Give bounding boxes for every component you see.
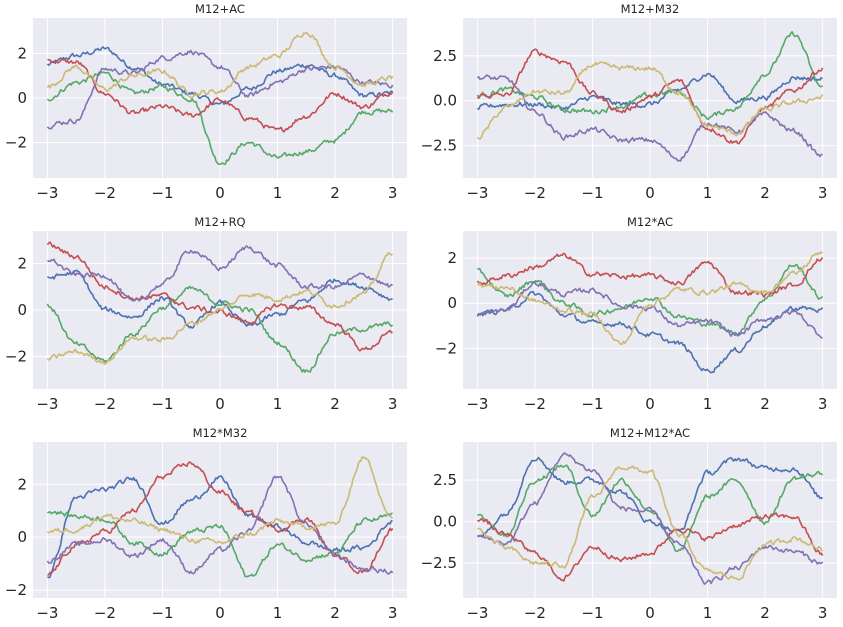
x-tick-label: −1 [581, 604, 603, 622]
series-line-1 [46, 46, 393, 106]
subplot-3: M12+RQ −3 −2 −1 0 1 2 3 −2 0 2 [5, 215, 407, 413]
x-tick-label: −2 [94, 184, 116, 202]
subplot-2: M12+M32 −3 −2 −1 0 1 2 3 −2.5 0.0 2.5 [421, 2, 837, 202]
x-tick-label: 3 [818, 604, 828, 622]
x-tick-label: −2 [94, 395, 116, 413]
series-line-3 [47, 461, 394, 576]
series-line-5 [46, 31, 394, 99]
x-tick-label: 2 [330, 604, 340, 622]
x-tick-label: −2 [94, 604, 116, 622]
y-tick-label: 2.5 [433, 471, 457, 489]
x-tick-label: 0 [645, 395, 655, 413]
series-line-1 [476, 72, 823, 111]
x-tick-label: 1 [703, 184, 713, 202]
x-tick-label: 1 [703, 395, 713, 413]
y-tick-label: 0 [17, 301, 27, 319]
series-line-3 [476, 512, 824, 582]
subplot-title: M12+RQ [194, 215, 245, 229]
y-tick-label: −2.5 [421, 554, 457, 572]
x-tick-label: 2 [330, 395, 340, 413]
series-line-1 [46, 475, 393, 579]
x-tick-label: −3 [36, 184, 58, 202]
x-tick-label: 3 [388, 395, 398, 413]
x-tick-label: −3 [36, 604, 58, 622]
x-tick-label: −1 [151, 395, 173, 413]
x-tick-label: 3 [388, 604, 398, 622]
x-tick-label: −1 [151, 604, 173, 622]
series-line-1 [476, 290, 824, 374]
x-tick-label: 2 [760, 395, 770, 413]
series-line-2 [46, 71, 394, 165]
subplot-title: M12*AC [627, 215, 673, 229]
y-tick-label: 0.0 [433, 92, 457, 110]
y-tick-label: 0 [447, 294, 457, 312]
subplot-title: M12*M32 [193, 426, 248, 440]
y-tick-label: −2 [5, 133, 27, 151]
subplot-title: M12+M32 [621, 2, 680, 16]
x-tick-label: −3 [36, 395, 58, 413]
x-tick-label: 0 [645, 184, 655, 202]
y-tick-label: 2 [447, 249, 457, 267]
x-tick-label: −3 [466, 395, 488, 413]
series-line-5 [476, 61, 824, 140]
subplot-4: M12*AC −3 −2 −1 0 1 2 3 −2 0 2 [435, 215, 837, 413]
series-line-1 [46, 269, 393, 329]
x-tick-label: −2 [524, 184, 546, 202]
y-tick-label: −2 [5, 581, 27, 599]
x-tick-label: 1 [703, 604, 713, 622]
series-line-2 [46, 285, 394, 373]
y-tick-label: 2 [17, 255, 27, 273]
x-tick-label: −1 [581, 184, 603, 202]
x-tick-label: 2 [330, 184, 340, 202]
series-line-4 [46, 49, 394, 130]
x-tick-label: −1 [581, 395, 603, 413]
x-tick-label: −3 [466, 184, 488, 202]
x-tick-label: −1 [151, 184, 173, 202]
series-line-4 [46, 475, 394, 575]
x-tick-label: 3 [818, 395, 828, 413]
y-tick-label: 2 [17, 45, 27, 63]
x-tick-label: 2 [760, 184, 770, 202]
series-line-2 [477, 464, 824, 553]
x-tick-label: 3 [388, 184, 398, 202]
subplot-title: M12+AC [195, 2, 245, 16]
y-tick-label: −2 [5, 347, 27, 365]
y-tick-label: 0 [17, 89, 27, 107]
series-line-4 [477, 280, 823, 339]
y-tick-label: 0.0 [433, 513, 457, 531]
y-tick-label: 2 [17, 475, 27, 493]
x-tick-label: 1 [273, 604, 283, 622]
x-tick-label: −3 [466, 604, 488, 622]
series-line-4 [477, 452, 824, 585]
x-tick-label: 1 [273, 184, 283, 202]
y-tick-label: 0 [17, 528, 27, 546]
subplot-title: M12+M12*AC [610, 426, 690, 440]
subplot-1: M12+AC −3 −2 −1 0 1 2 3 −2 0 2 [5, 2, 407, 202]
series-line-1 [477, 456, 824, 538]
series-line-3 [47, 58, 394, 133]
series-line-5 [477, 465, 824, 581]
series-line-4 [46, 245, 393, 302]
x-tick-label: 1 [273, 395, 283, 413]
x-tick-label: 0 [215, 604, 225, 622]
subplot-6: M12+M12*AC −3 −2 −1 0 1 2 3 −2.5 0.0 2.5 [421, 426, 837, 622]
x-tick-label: 2 [760, 604, 770, 622]
x-tick-label: 3 [818, 184, 828, 202]
series-line-3 [476, 252, 824, 299]
y-tick-label: −2.5 [421, 137, 457, 155]
series-line-5 [46, 456, 394, 545]
series-line-4 [476, 74, 823, 162]
subplot-5: M12*M32 −3 −2 −1 0 1 2 3 −2 0 2 [5, 426, 407, 622]
series-line-5 [46, 251, 394, 366]
x-tick-label: 0 [215, 395, 225, 413]
x-tick-label: −2 [524, 395, 546, 413]
series-line-5 [477, 251, 824, 346]
x-tick-label: 0 [645, 604, 655, 622]
y-tick-label: 2.5 [433, 47, 457, 65]
x-tick-label: −2 [524, 604, 546, 622]
y-tick-label: −2 [435, 339, 457, 357]
x-tick-label: 0 [215, 184, 225, 202]
